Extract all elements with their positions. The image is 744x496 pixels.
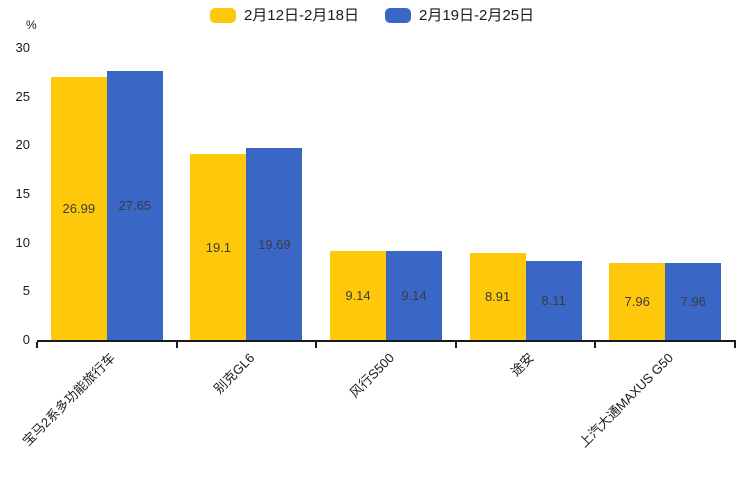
x-category-label: 别克GL6 bbox=[210, 350, 258, 397]
y-tick-label: 20 bbox=[0, 137, 30, 153]
bar-2月19日-2月25日-途安: 8.11 bbox=[525, 261, 582, 340]
legend-label-week1: 2月12日-2月18日 bbox=[243, 7, 359, 24]
bar-value-label: 9.14 bbox=[401, 288, 427, 303]
y-tick-label-text: 10 bbox=[15, 234, 30, 250]
y-tick-label-text: 5 bbox=[22, 283, 30, 299]
x-category-label: 途安 bbox=[507, 350, 537, 380]
legend-item-week1[interactable]: 2月12日-2月18日 bbox=[209, 7, 359, 24]
x-category-label: 风行S500 bbox=[346, 350, 397, 401]
x-axis-tick bbox=[454, 342, 457, 348]
bar-value-label: 8.91 bbox=[484, 289, 511, 305]
bar-value-label: 19.69 bbox=[258, 236, 291, 252]
legend-swatch-week1-icon bbox=[209, 8, 236, 23]
legend-label-week2: 2月19日-2月25日 bbox=[419, 7, 535, 24]
bar-value-label: 8.11 bbox=[541, 293, 566, 309]
bar-value-label: 27.65 bbox=[118, 197, 152, 213]
bar-value-label: 26.99 bbox=[62, 201, 96, 217]
y-tick-label: 25 bbox=[0, 89, 30, 105]
y-tick-label: 5 bbox=[0, 283, 30, 299]
y-tick-label-text: 25 bbox=[15, 88, 30, 104]
bar-value-label: 7.96 bbox=[680, 293, 706, 309]
bar-2月19日-2月25日-别克GL6: 19.69 bbox=[246, 148, 303, 340]
x-axis-line bbox=[37, 340, 736, 342]
y-tick-label-text: 20 bbox=[15, 137, 30, 153]
legend-swatch-week2-icon bbox=[385, 8, 411, 23]
bar-2月19日-2月25日-上汽大通MAXUS G50: 7.96 bbox=[665, 262, 722, 340]
x-axis-tick bbox=[734, 342, 736, 348]
bar-2月12日-2月18日-途安: 8.91 bbox=[469, 253, 526, 340]
x-axis-tick bbox=[594, 342, 597, 348]
y-tick-label: 30 bbox=[0, 40, 30, 56]
y-tick-label: 15 bbox=[0, 186, 30, 202]
x-category-label: 上汽大通MAXUS G50 bbox=[575, 350, 676, 451]
y-tick-label: 0 bbox=[0, 332, 30, 348]
x-axis-tick bbox=[175, 342, 178, 348]
bar-value-label: 9.14 bbox=[345, 288, 371, 303]
y-tick-label: 10 bbox=[0, 235, 30, 251]
bar-2月12日-2月18日-别克GL6: 19.1 bbox=[190, 154, 247, 340]
x-axis-tick bbox=[36, 342, 38, 348]
y-tick-label-text: 0 bbox=[22, 332, 30, 347]
bar-value-label: 7.96 bbox=[624, 293, 650, 309]
y-tick-label-text: 15 bbox=[15, 186, 30, 201]
x-category-label: 宝马2系多功能旅行车 bbox=[19, 350, 118, 449]
bar-2月12日-2月18日-风行S500: 9.14 bbox=[330, 251, 386, 340]
y-tick-label-text: 30 bbox=[15, 40, 30, 55]
legend: 2月12日-2月18日 2月19日-2月25日 bbox=[0, 8, 744, 23]
legend-item-week2[interactable]: 2月19日-2月25日 bbox=[385, 8, 534, 23]
x-axis-tick bbox=[315, 342, 318, 348]
bar-2月12日-2月18日-宝马2系多功能旅行车: 26.99 bbox=[50, 77, 107, 340]
y-axis-unit-label: % bbox=[26, 18, 37, 32]
bar-2月19日-2月25日-风行S500: 9.14 bbox=[386, 251, 442, 340]
bar-2月19日-2月25日-宝马2系多功能旅行车: 27.65 bbox=[106, 70, 163, 340]
bar-2月12日-2月18日-上汽大通MAXUS G50: 7.96 bbox=[609, 262, 666, 340]
bar-value-label: 19.1 bbox=[205, 239, 232, 255]
